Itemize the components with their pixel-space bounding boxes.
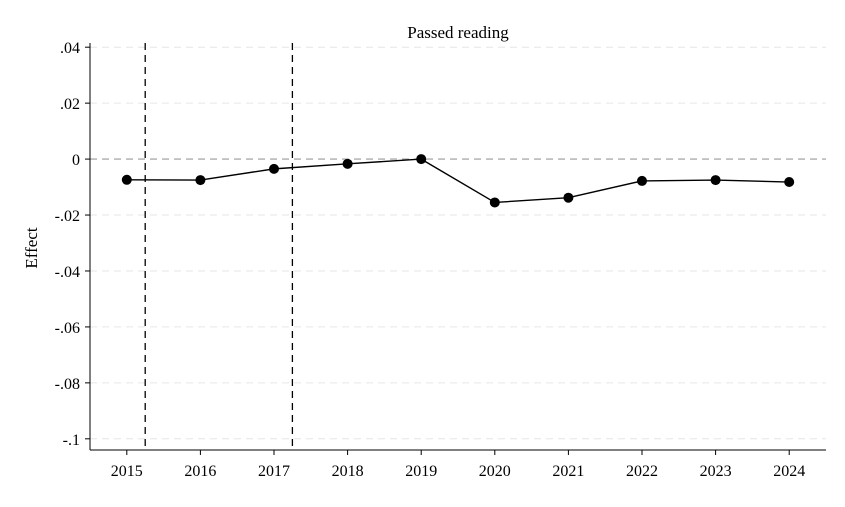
x-tick-label: 2015 [111, 463, 143, 480]
x-tick-label: 2023 [700, 463, 732, 480]
x-tick-label: 2024 [773, 463, 805, 480]
x-tick-label: 2022 [626, 463, 658, 480]
x-tick-label: 2019 [405, 463, 437, 480]
data-point [489, 197, 500, 208]
data-point [269, 163, 279, 174]
data-point [416, 154, 427, 165]
x-tick-label: 2021 [552, 463, 584, 480]
series [121, 154, 795, 208]
x-tick-label: 2017 [258, 463, 290, 480]
data-point [563, 192, 574, 203]
x-tick-label: 2016 [184, 463, 216, 480]
y-tick-label: 0 [72, 152, 80, 169]
series-line [126, 158, 790, 204]
y-tick-label: -.04 [55, 264, 80, 281]
reference-lines [90, 43, 826, 450]
y-tick-label: .04 [60, 40, 80, 57]
x-tick-label: 2018 [332, 463, 364, 480]
y-tick-label: -.1 [63, 432, 80, 449]
data-point [342, 158, 353, 169]
gridlines [90, 46, 826, 440]
y-tick-label: -.02 [55, 208, 80, 225]
data-point [784, 177, 795, 188]
y-tick-label: .02 [60, 96, 80, 113]
data-point [637, 175, 647, 186]
data-point [121, 174, 132, 185]
y-axis-label: Effect [22, 227, 41, 268]
x-tick-label: 2020 [479, 463, 511, 480]
y-tick-label: -.08 [55, 376, 80, 393]
y-tick-label: -.06 [55, 320, 80, 337]
chart-title: Passed reading [407, 23, 509, 42]
data-point [195, 175, 206, 186]
axes: .04 .02 0 -.02 -.04 -.06 -.08 -.1 2015 2016 2017 20… [55, 40, 826, 480]
data-point [710, 175, 721, 186]
